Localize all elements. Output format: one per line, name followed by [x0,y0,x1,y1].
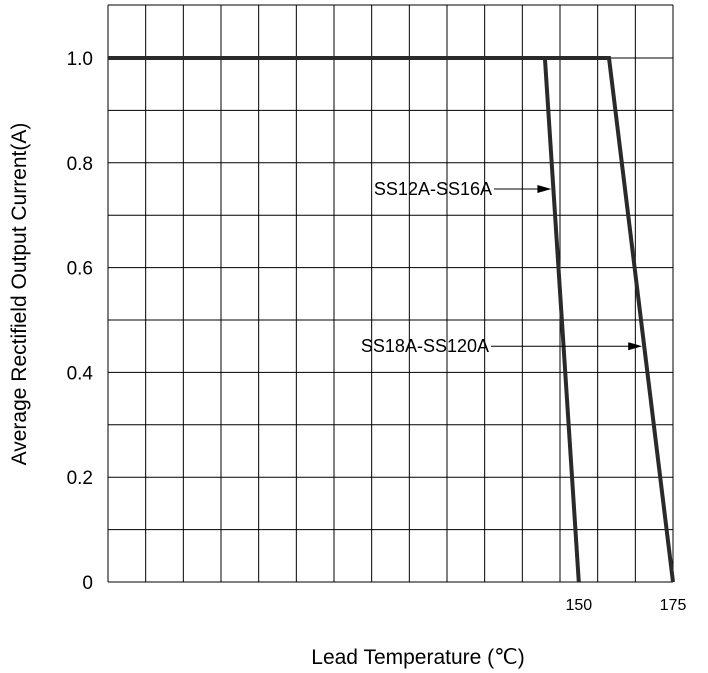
annotation-label-1: SS12A-SS16A [374,179,492,199]
x-axis-label: Lead Temperature (℃) [311,646,524,669]
series-line-2 [108,56,675,583]
annotation-arrowhead-1 [537,185,552,193]
y-tick-labels: 0 0.2 0.4 0.6 0.8 1.0 [67,49,94,594]
annotations: SS12A-SS16A SS18A-SS120A [361,179,643,356]
annotation-label-2: SS18A-SS120A [361,336,489,356]
series-lines [108,56,675,583]
y-tick-label: 0 [82,573,93,594]
y-axis-label: Average Rectifield Output Current(A) [8,123,31,466]
y-tick-label: 0.8 [67,154,93,175]
annotation-arrowhead-2 [628,342,643,351]
y-tick-label: 0.6 [67,259,93,280]
x-tick-label: 150 [565,597,592,614]
y-tick-label: 1.0 [67,49,93,70]
plot-grid [107,4,674,583]
y-tick-label: 0.4 [67,363,94,384]
x-tick-label: 175 [660,597,687,614]
y-tick-label: 0.2 [67,468,93,489]
x-tick-labels: 150 175 [565,597,686,614]
